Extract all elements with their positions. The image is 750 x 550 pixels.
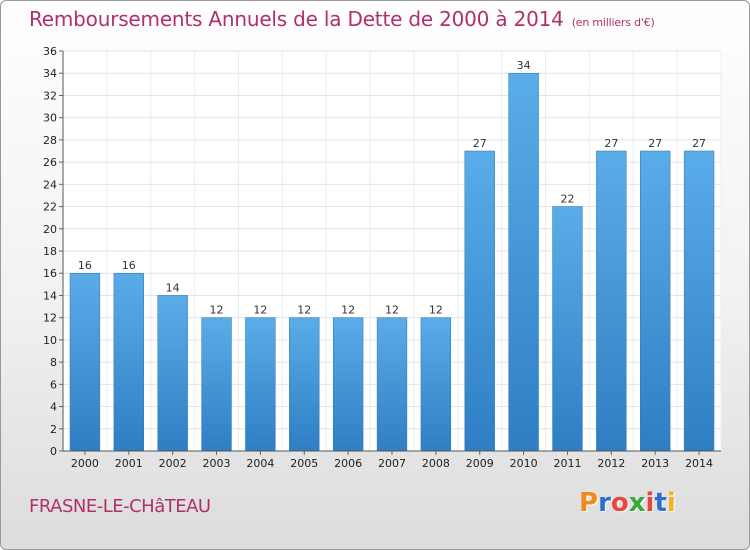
ytick-label: 14 (43, 289, 57, 302)
ytick-label: 36 (43, 45, 57, 58)
logo-letter-5: t (654, 488, 667, 518)
value-label-2005: 12 (297, 304, 311, 317)
bars: 16 16 14 12 12 12 12 12 12 27 34 22 27 27 27 (69, 59, 715, 452)
bar-2000 (69, 272, 101, 452)
value-label-2008: 12 (429, 304, 443, 317)
bar-2001 (113, 272, 144, 452)
value-label-2002: 14 (166, 281, 180, 294)
xtick-label-2000: 2000 (71, 457, 99, 470)
bar-2014 (683, 150, 715, 452)
ytick-label: 26 (43, 156, 57, 169)
town-name: FRASNE-LE-CHâTEAU (29, 496, 211, 517)
value-label-2006: 12 (341, 304, 355, 317)
value-label-2000: 16 (78, 259, 92, 272)
logo-letter-0: P (579, 488, 599, 518)
xtick-label-2011: 2011 (553, 457, 581, 470)
chart-title-text: Remboursements Annuels de la Dette de 20… (29, 7, 564, 31)
bar-2010 (508, 72, 539, 452)
xtick-label-2014: 2014 (685, 457, 713, 470)
value-label-2003: 12 (210, 304, 224, 317)
ytick-label: 16 (43, 267, 57, 280)
ytick-label: 2 (50, 423, 57, 436)
xtick-label-2013: 2013 (641, 457, 669, 470)
chart-title: Remboursements Annuels de la Dette de 20… (29, 7, 655, 31)
value-label-2010: 34 (517, 59, 531, 72)
value-label-2009: 27 (473, 137, 487, 150)
ytick-label: 18 (43, 245, 57, 258)
chart-unit: (en milliers d'€) (571, 16, 655, 29)
bar-2002 (157, 295, 188, 452)
xtick-label-2007: 2007 (378, 457, 406, 470)
value-label-2013: 27 (648, 137, 662, 150)
xtick-label-2001: 2001 (115, 457, 143, 470)
ytick-label: 4 (50, 401, 57, 414)
bar-2009 (464, 150, 495, 452)
ytick-label: 32 (43, 89, 57, 102)
bar-2003 (201, 317, 232, 452)
logo-letter-3: x (628, 488, 646, 518)
logo-letter-1: r (598, 488, 611, 518)
logo-letter-4: i (645, 488, 655, 518)
xtick-label-2006: 2006 (334, 457, 362, 470)
xtick-label-2004: 2004 (246, 457, 274, 470)
bar-2013 (640, 150, 671, 452)
value-label-2014: 27 (692, 137, 706, 150)
bar-2011 (552, 206, 583, 452)
value-label-2004: 12 (253, 304, 267, 317)
bar-2008 (420, 317, 452, 452)
bar-2007 (376, 317, 408, 452)
ytick-label: 28 (43, 134, 57, 147)
ytick-label: 22 (43, 201, 57, 214)
xtick-label-2009: 2009 (466, 457, 494, 470)
bar-2004 (245, 317, 276, 452)
ytick-label: 34 (43, 67, 57, 80)
value-label-2011: 22 (560, 193, 574, 206)
logo-letter-2: o (610, 488, 629, 518)
bar-2012 (596, 150, 627, 452)
ytick-label: 20 (43, 223, 57, 236)
xtick-label-2012: 2012 (597, 457, 625, 470)
ytick-label: 0 (50, 445, 57, 458)
bar-2006 (332, 317, 364, 452)
value-label-2012: 27 (604, 137, 618, 150)
ytick-label: 24 (43, 178, 57, 191)
xtick-label-2003: 2003 (203, 457, 231, 470)
ytick-label: 30 (43, 112, 57, 125)
bar-2005 (289, 317, 320, 452)
xtick-label-2005: 2005 (290, 457, 318, 470)
ytick-label: 12 (43, 312, 57, 325)
proxiti-logo: Proxiti (579, 488, 676, 518)
ytick-label: 6 (50, 378, 57, 391)
ytick-label: 10 (43, 334, 57, 347)
value-label-2007: 12 (385, 304, 399, 317)
ytick-label: 8 (50, 356, 57, 369)
xtick-label-2002: 2002 (159, 457, 187, 470)
logo-letter-6: i (666, 488, 676, 518)
xtick-label-2008: 2008 (422, 457, 450, 470)
value-label-2001: 16 (122, 259, 136, 272)
xtick-label-2010: 2010 (510, 457, 538, 470)
